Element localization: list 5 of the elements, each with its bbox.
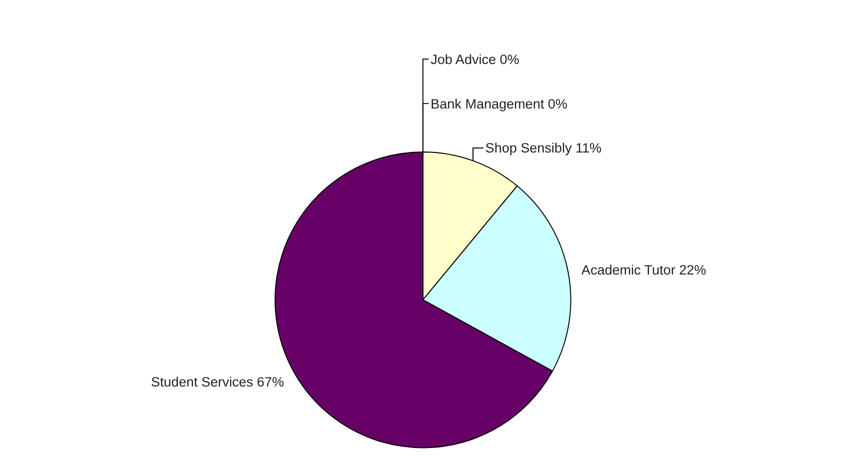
slice-label: Academic Tutor 22% [581,262,706,278]
slice-label: Shop Sensibly 11% [485,140,602,156]
slice-label: Student Services 67% [151,374,284,390]
category-label: Job Advice 0% [430,52,520,67]
category-label: Bank Management 0% [430,96,568,112]
